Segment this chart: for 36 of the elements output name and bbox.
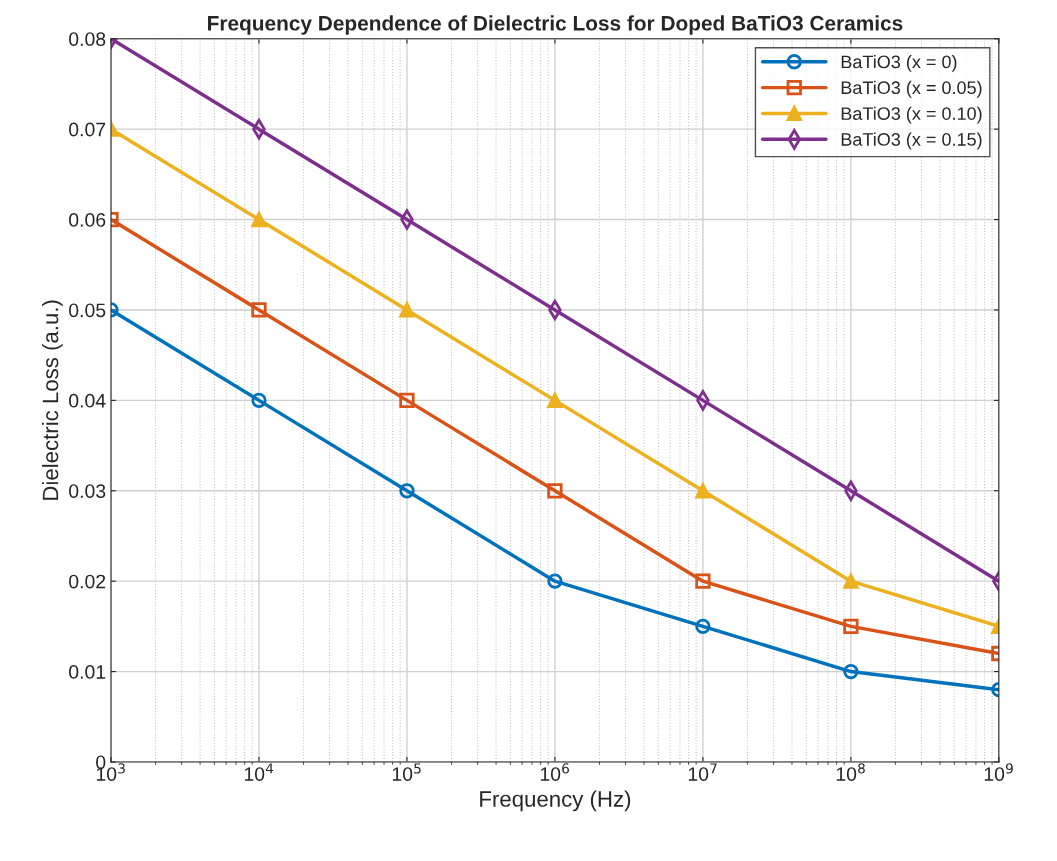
legend-label: BaTiO3 (x = 0.15) (841, 132, 982, 150)
point (399, 392, 415, 409)
x-tick-label: 10$^{7}$ (688, 763, 717, 781)
y-tick-label: 0.01 (69, 665, 106, 679)
y-tick-label: 0.02 (69, 574, 106, 589)
y-axis-title: Dielectric Loss (a.u.) (42, 300, 63, 500)
chart-title: Frequency Dependence of Dielectric Loss for Doped BaTiO3 Ceramics (208, 15, 903, 35)
point (547, 573, 563, 589)
point (399, 302, 415, 318)
point (695, 573, 711, 589)
x-tick-label: 10$^{8}$ (836, 763, 865, 781)
point (842, 571, 860, 589)
x-tick-label: 10$^{5}$ (392, 763, 421, 781)
legend-label: BaTiO3 (x = 0.10) (841, 106, 982, 124)
point (843, 618, 859, 635)
legend-label: BaTiO3 (x = 0.05) (841, 80, 982, 98)
x-tick-label: 10$^{4}$ (244, 763, 274, 781)
y-tick-label: 0.03 (69, 484, 106, 499)
point (695, 483, 711, 499)
point (399, 483, 415, 499)
y-tick-label: 0.08 (69, 32, 106, 46)
x-tick-label: 10$^{9}$ (984, 763, 1013, 781)
point (547, 392, 563, 409)
x-tick-label: 10$^{6}$ (540, 763, 569, 781)
y-tick-label: 0.07 (69, 122, 106, 137)
point (251, 302, 267, 318)
point (843, 663, 859, 680)
y-tick-label: 0.04 (69, 393, 106, 408)
y-tick-label: 0.05 (69, 303, 106, 318)
x-axis-title: Frequency (Hz) (480, 790, 631, 812)
point (251, 392, 267, 409)
point (547, 483, 563, 499)
y-tick-label: 0.06 (69, 213, 106, 227)
point (695, 618, 711, 635)
point (251, 211, 267, 228)
legend-label: BaTiO3 (x = 0) (841, 55, 957, 72)
